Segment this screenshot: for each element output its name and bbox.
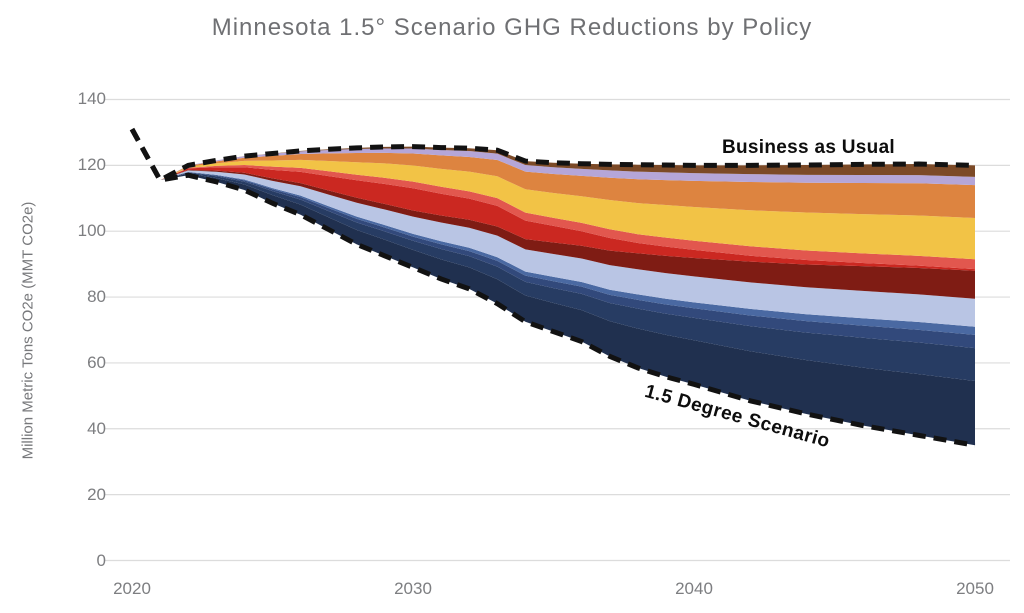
y-tick-label-120: 120 [77,155,106,175]
one-point-five-degree-scenario-line [129,127,976,448]
y-tick-label-20: 20 [87,484,106,504]
y-tick-label-0: 0 [96,550,106,570]
business-as-usual-line-label: Business as Usual [722,137,896,158]
wedge-navy [132,129,975,382]
y-tick-label-40: 40 [87,418,106,438]
y-tick-label-80: 80 [87,287,106,307]
wedge-periwinkle [132,129,975,327]
y-axis-title: Million Metric Tons CO2e (MMT CO2e) [19,201,37,460]
business-as-usual-line [129,127,976,184]
x-tick-label-2050: 2050 [956,579,994,598]
wedge-brown [132,129,975,181]
wedge-maroon [132,129,975,299]
wedge-orange [132,129,975,219]
x-tick-label-2020: 2020 [113,579,151,598]
x-tick-label-2030: 2030 [394,579,432,598]
x-tick-label-2040: 2040 [675,579,713,598]
wedge-gold [132,129,975,260]
chart-title: Minnesota 1.5° Scenario GHG Reductions b… [211,14,813,41]
wedge-bright-red [132,129,975,271]
y-tick-label-60: 60 [87,352,106,372]
wedge-darkest-navy [132,129,975,446]
y-tick-label-100: 100 [77,221,106,241]
wedge-lavender [132,129,975,186]
y-tick-label-140: 140 [77,89,106,109]
wedge-coral [132,129,975,270]
